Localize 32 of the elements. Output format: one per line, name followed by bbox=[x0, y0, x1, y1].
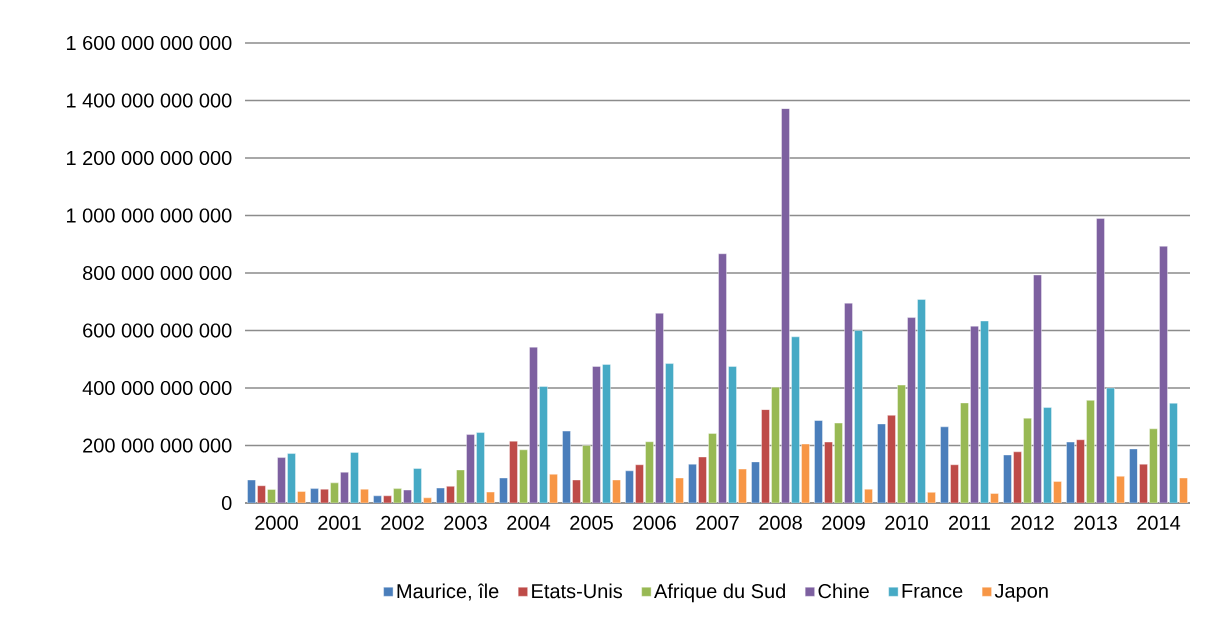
y-tick-label: 1 400 000 000 000 bbox=[67, 93, 232, 108]
x-tick-label: 2004 bbox=[507, 515, 551, 530]
x-tick-label: 2002 bbox=[381, 515, 424, 530]
x-tick-label: 2000 bbox=[255, 515, 298, 530]
bar bbox=[1179, 477, 1188, 503]
y-tick-label: 1 600 000 000 000 bbox=[67, 35, 232, 51]
x-tick-label: 2008 bbox=[759, 515, 802, 530]
y-tick-label: 200 000 000 000 bbox=[83, 438, 232, 453]
x-tick-label: 2001 bbox=[318, 515, 361, 530]
legend-label: France bbox=[902, 583, 963, 598]
x-tick-label: 2003 bbox=[444, 515, 487, 530]
y-tick-label: 800 000 000 000 bbox=[83, 265, 232, 281]
legend-label: Afrique du Sud bbox=[654, 583, 785, 603]
legend-label: Maurice, île bbox=[397, 583, 499, 601]
x-tick-label: 2009 bbox=[822, 515, 865, 530]
x-tick-label: 2012 bbox=[1011, 515, 1054, 530]
legend-label: Japon bbox=[994, 583, 1048, 602]
x-tick-label: 2005 bbox=[570, 515, 613, 530]
x-tick-label: 2006 bbox=[633, 515, 676, 530]
y-tick-label: 1 200 000 000 000 bbox=[67, 150, 232, 166]
x-tick-label: 2007 bbox=[696, 515, 739, 530]
y-tick-label: 400 000 000 000 bbox=[82, 380, 232, 396]
y-tick-label: 1 000 000 000 000 bbox=[67, 208, 232, 223]
y-tick-label: 0 bbox=[221, 495, 232, 511]
x-tick-label: 2014 bbox=[1137, 515, 1181, 530]
y-tick-label: 600 000 000 000 bbox=[83, 323, 232, 338]
x-tick-label: 2010 bbox=[885, 515, 928, 530]
bar bbox=[297, 491, 306, 503]
x-tick-label: 2013 bbox=[1074, 515, 1117, 530]
legend-label: Etats-Unis bbox=[532, 583, 623, 599]
x-tick-label: 2011 bbox=[949, 515, 991, 530]
legend-label: Chine bbox=[818, 583, 869, 599]
